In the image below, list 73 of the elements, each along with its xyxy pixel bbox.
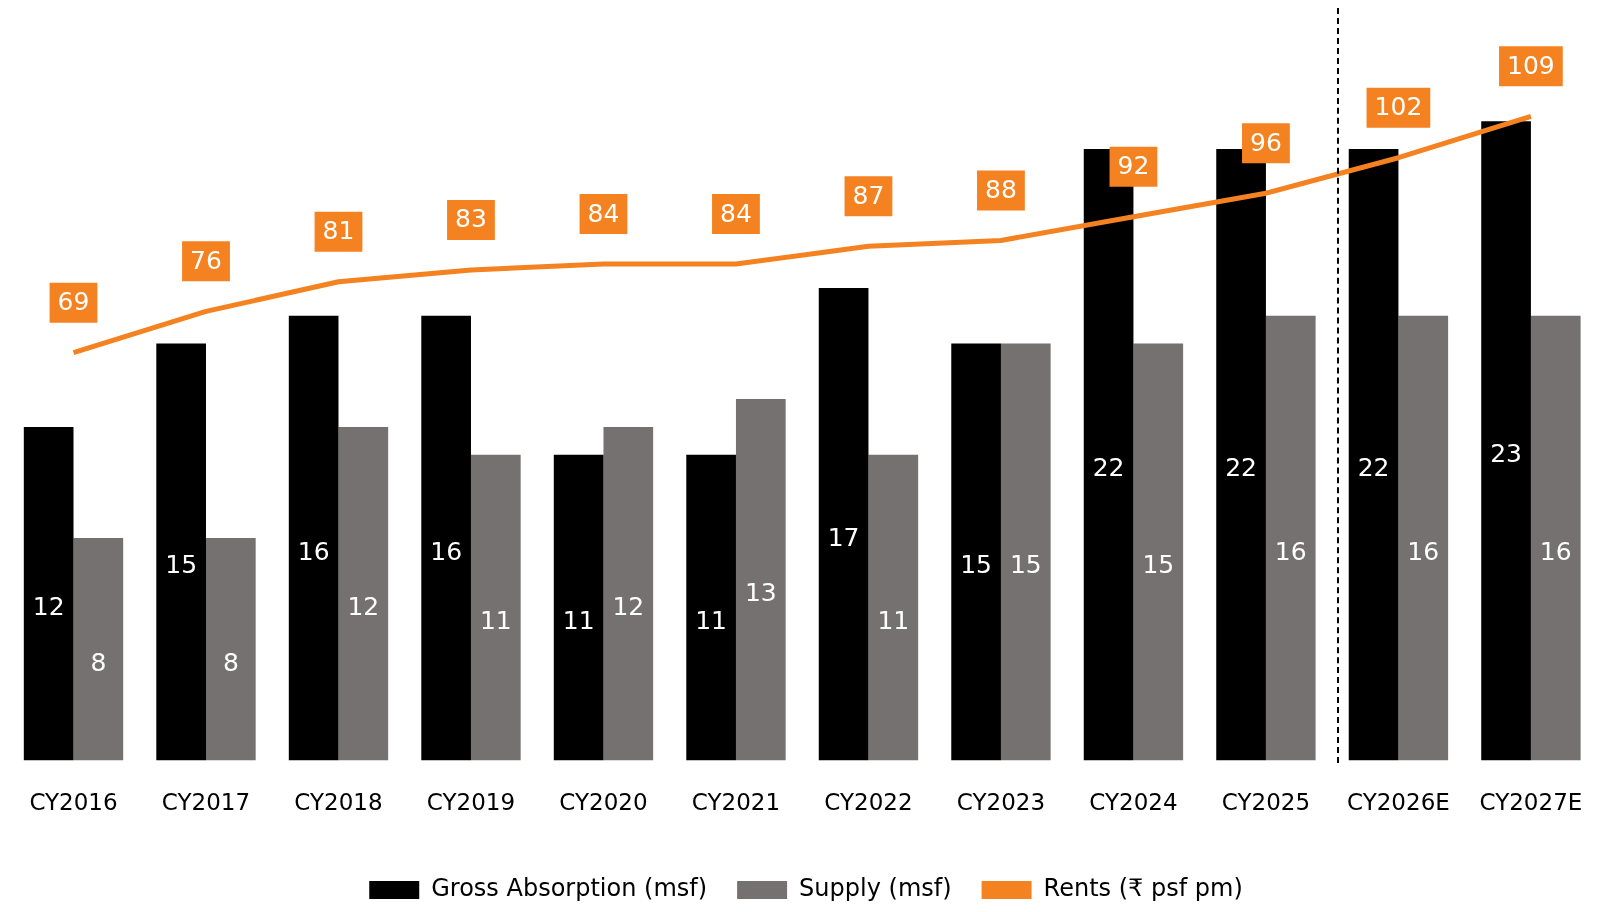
data-label: 81	[322, 216, 355, 246]
data-label: 84	[720, 198, 752, 228]
legend-label: Gross Absorption (msf)	[431, 874, 708, 903]
data-label: 12	[612, 592, 645, 622]
data-label: 23	[1490, 439, 1522, 469]
bar	[1398, 315, 1449, 761]
data-label: 87	[852, 180, 885, 210]
data-label: 13	[744, 578, 777, 608]
data-label: 92	[1117, 151, 1150, 181]
bar	[868, 454, 919, 761]
data-label: 16	[1539, 536, 1572, 566]
data-label: 15	[1142, 550, 1175, 580]
bar	[951, 343, 1001, 761]
bar	[818, 287, 869, 761]
data-label: 76	[190, 245, 222, 275]
x-tick-label: CY2022	[824, 789, 913, 816]
bar	[1000, 343, 1051, 761]
bar	[1265, 315, 1316, 761]
bar	[735, 399, 786, 761]
data-label: 16	[297, 536, 330, 566]
x-tick-label: CY2026E	[1347, 789, 1450, 816]
data-label: 17	[827, 522, 860, 552]
x-tick-label: CY2025	[1221, 789, 1311, 816]
data-label: 22	[1225, 453, 1257, 483]
data-label: 22	[1092, 453, 1125, 483]
data-label: 15	[960, 550, 993, 580]
data-label: 88	[985, 174, 1017, 204]
x-tick-label: CY2017	[161, 789, 251, 816]
data-label: 22	[1357, 453, 1390, 483]
x-tick-label: CY2021	[691, 789, 781, 816]
bar	[338, 426, 389, 761]
data-label: 11	[479, 606, 512, 636]
data-label: 16	[1274, 536, 1307, 566]
x-tick-label: CY2019	[426, 789, 516, 816]
legend-label: Supply (msf)	[799, 874, 952, 903]
x-tick-label: CY2020	[559, 789, 648, 816]
data-label: 11	[562, 606, 595, 636]
data-label: 12	[347, 592, 380, 622]
bar	[288, 315, 339, 761]
bar	[1133, 343, 1184, 761]
data-label: 11	[877, 606, 910, 636]
data-label: 12	[32, 592, 65, 622]
bar	[23, 426, 74, 761]
x-tick-label: CY2023	[956, 789, 1046, 816]
data-label: 15	[1009, 550, 1042, 580]
bar	[73, 538, 124, 761]
bar	[603, 426, 654, 761]
legend-label: Rents (₹ psf pm)	[1043, 874, 1243, 903]
bar	[205, 538, 256, 761]
data-label: 16	[430, 536, 463, 566]
x-tick-label: CY2018	[294, 789, 383, 816]
bar	[421, 315, 471, 761]
data-label: 84	[587, 198, 620, 228]
data-label: 102	[1374, 92, 1423, 122]
data-label: 11	[695, 606, 728, 636]
x-tick-label: CY2024	[1089, 789, 1178, 816]
bar	[156, 343, 206, 761]
data-label: 96	[1250, 127, 1282, 157]
x-tick-label: CY2016	[29, 789, 118, 816]
data-label: 8	[90, 647, 107, 677]
bar	[686, 454, 736, 761]
bar	[1481, 121, 1531, 761]
data-label: 16	[1407, 536, 1440, 566]
data-label: 83	[455, 204, 487, 234]
data-label: 109	[1507, 50, 1555, 80]
bar	[553, 454, 604, 761]
bar	[1530, 315, 1581, 761]
bar	[1348, 148, 1399, 761]
x-tick-label: CY2027E	[1479, 789, 1583, 816]
bar	[470, 454, 521, 761]
data-label: 15	[165, 550, 198, 580]
data-label: 8	[222, 647, 239, 677]
data-label: 69	[57, 287, 90, 317]
